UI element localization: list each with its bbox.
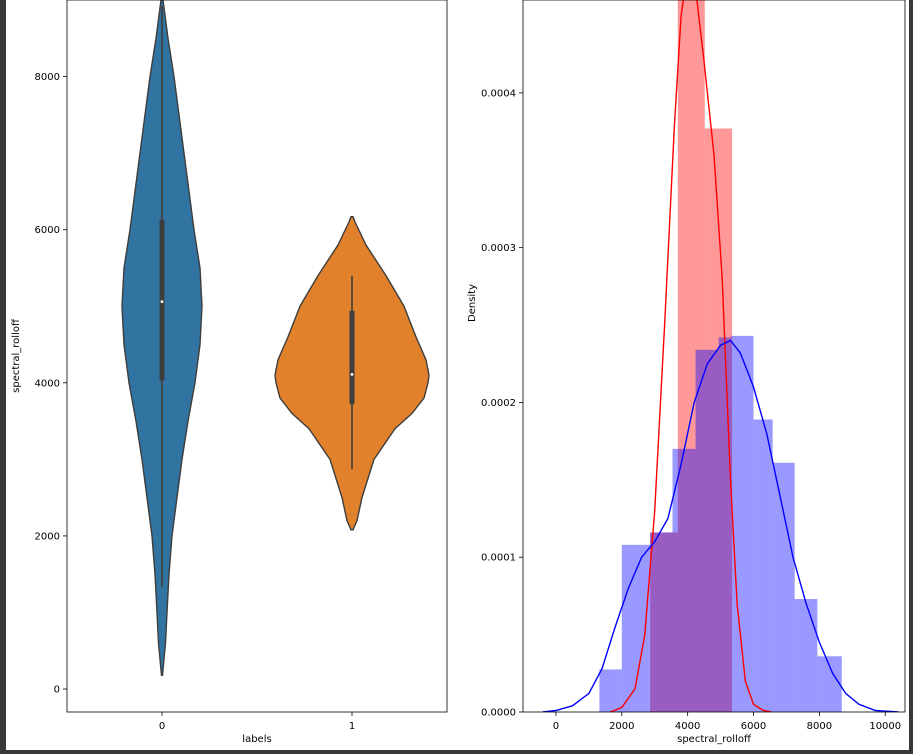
histogram-plot-frame (522, 0, 906, 713)
violin-y-tick-label: 6000 (35, 225, 60, 236)
histogram-plot: 0.0000 0.0001 0.0002 0.0003 0.0004 0 2000 4000… (467, 0, 906, 745)
histogram-x-tick-label: 8000 (807, 721, 832, 732)
histogram-bars (599, 0, 842, 712)
histogram-bar (695, 349, 719, 712)
histogram-y-axis-label: Density (467, 284, 478, 322)
histogram-y-ticks: 0.0000 0.0001 0.0002 0.0003 0.0004 (481, 88, 523, 719)
kde-line (542, 339, 899, 712)
histogram-x-tick-label: 4000 (675, 721, 700, 732)
histogram-x-ticks: 0 2000 4000 6000 8000 10000 (553, 712, 901, 732)
histogram-y-tick-label: 0.0001 (481, 553, 516, 564)
violin-bodies (121, 0, 430, 676)
violin-x-axis-label: labels (242, 734, 271, 745)
histogram-bar (753, 419, 773, 712)
violin-y-ticks: 0 2000 4000 6000 8000 (35, 72, 67, 696)
violin-y-tick-label: 0 (54, 685, 60, 696)
histogram-x-tick-label: 10000 (869, 721, 901, 732)
histogram-x-tick-label: 0 (553, 721, 559, 732)
histogram-bar (599, 669, 622, 712)
histogram-bar (794, 599, 818, 712)
histogram-y-tick-label: 0.0000 (481, 708, 516, 719)
violin-y-axis-label: spectral_rolloff (11, 318, 22, 393)
violin-iqr-box (349, 310, 355, 405)
kde-line (610, 0, 772, 712)
violin-x-tick-label: 0 (159, 721, 165, 732)
histogram-x-tick-label: 6000 (741, 721, 766, 732)
violin-x-tick-label: 1 (349, 721, 355, 732)
kde-curves (542, 0, 899, 712)
histogram-x-tick-label: 2000 (609, 721, 634, 732)
violin-y-tick-label: 8000 (35, 72, 60, 83)
violin-iqr-box (159, 219, 165, 381)
histogram-x-axis-label: spectral_rolloff (677, 734, 752, 745)
histogram-y-tick-label: 0.0002 (481, 398, 516, 409)
histogram-bar (650, 532, 678, 712)
violin-y-tick-label: 2000 (35, 531, 60, 542)
violin-inner-boxes (159, 6, 355, 588)
histogram-y-tick-label: 0.0003 (481, 243, 516, 254)
histogram-bar (677, 0, 705, 712)
histogram-bar (672, 448, 696, 712)
histogram-bar (718, 337, 732, 712)
histogram-bar (772, 462, 795, 712)
violin-median-point (350, 372, 354, 376)
violin-y-tick-label: 4000 (35, 378, 60, 389)
violin-plot-frame (66, 0, 448, 713)
histogram-y-tick-label: 0.0004 (481, 88, 516, 99)
histogram-bar (731, 335, 754, 712)
violin-median-point (160, 300, 164, 304)
histogram-bar (650, 532, 673, 712)
